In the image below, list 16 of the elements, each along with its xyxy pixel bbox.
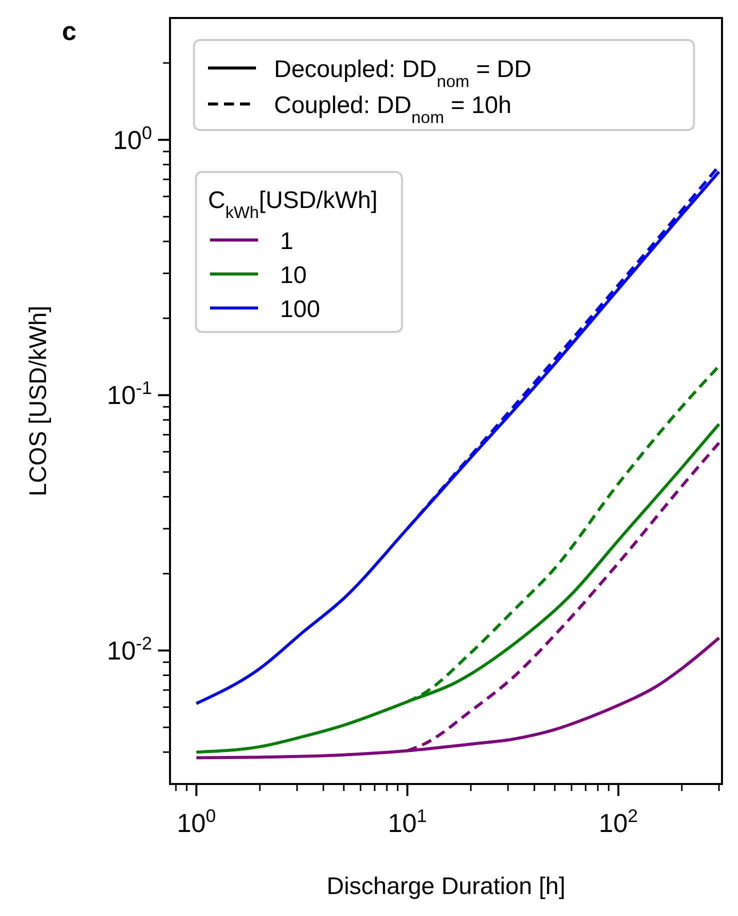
x-tick-label: 10$^{1}$ bbox=[388, 806, 427, 838]
annotation: Coupled: DD$_{nom}$ = 10h bbox=[274, 92, 512, 126]
style-key: Decoupled: DD$_{nom}$ = DD Coupled: DD$_{nom}$ = 10h bbox=[193, 39, 695, 131]
x-tick-label: 10$^{2}$ bbox=[598, 806, 638, 838]
x-axis-title: Discharge Duration [h] bbox=[326, 873, 566, 900]
legend-label: 100 bbox=[280, 296, 320, 323]
y-tick-label: 10$^{0}$ bbox=[112, 122, 152, 155]
y-axis-title: LCOS [USD/kWh] bbox=[25, 306, 52, 496]
legend-title: C$_{kWh}$[USD/kWh] bbox=[208, 187, 378, 222]
y-tick-label: 10$^{-2}$ bbox=[106, 633, 152, 666]
x-tick-label: 10$^{0}$ bbox=[176, 806, 216, 838]
legend-label: 1 bbox=[280, 228, 294, 255]
y-tick-label: 10$^{-1}$ bbox=[106, 378, 152, 410]
annotation: Decoupled: DD$_{nom}$ = DD bbox=[274, 56, 532, 90]
legend-label: 10 bbox=[280, 262, 307, 289]
chart-title: c bbox=[62, 16, 76, 46]
